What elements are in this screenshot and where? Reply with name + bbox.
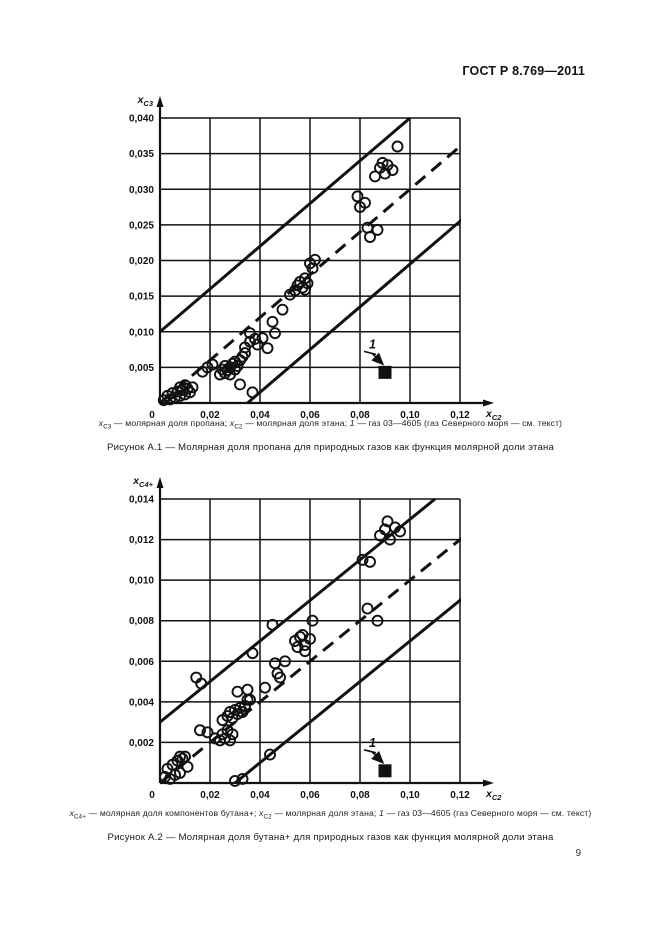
svg-text:0,12: 0,12 — [450, 410, 470, 421]
svg-text:xC2: xC2 — [485, 788, 502, 802]
svg-text:0,10: 0,10 — [400, 410, 420, 421]
svg-text:0,006: 0,006 — [129, 657, 154, 668]
svg-text:0,002: 0,002 — [129, 738, 154, 749]
svg-text:0,004: 0,004 — [129, 697, 154, 708]
figure-a1-chart: 0,0050,0100,0150,0200,0250,0300,0350,040… — [129, 95, 502, 422]
svg-text:0,04: 0,04 — [250, 790, 270, 801]
svg-text:0,08: 0,08 — [350, 410, 370, 421]
svg-text:0,010: 0,010 — [129, 576, 154, 587]
svg-text:0: 0 — [149, 410, 155, 421]
svg-text:0,012: 0,012 — [129, 535, 154, 546]
svg-text:0,005: 0,005 — [129, 363, 154, 374]
svg-text:0,02: 0,02 — [200, 410, 220, 421]
svg-text:0,06: 0,06 — [300, 790, 320, 801]
svg-text:0,025: 0,025 — [129, 220, 154, 231]
svg-text:xC4+: xC4+ — [132, 475, 153, 489]
document-header: ГОСТ Р 8.769—2011 — [462, 64, 585, 78]
svg-text:1: 1 — [369, 736, 376, 750]
svg-text:0,10: 0,10 — [400, 790, 420, 801]
svg-text:0,06: 0,06 — [300, 410, 320, 421]
svg-text:1: 1 — [369, 337, 376, 351]
svg-text:xC3: xC3 — [137, 95, 154, 108]
svg-text:0,035: 0,035 — [129, 149, 154, 160]
svg-text:0,008: 0,008 — [129, 616, 154, 627]
svg-text:0,04: 0,04 — [250, 410, 270, 421]
svg-text:0,040: 0,040 — [129, 114, 154, 125]
svg-text:0,020: 0,020 — [129, 256, 154, 267]
figure-a2-chart: 0,002 0,004 0,006 0,008 0,010 0,012 0,014 0 0,02… — [129, 475, 502, 802]
figure-a1-legend: xC3 — молярная доля пропана; xC2 — моляр… — [98, 418, 563, 431]
figure-a1-title: Рисунок А.1 — Молярная доля пропана для … — [106, 442, 555, 453]
figure-a2-legend: xC4+ — молярная доля компонентов бутана+… — [69, 808, 592, 821]
svg-text:0,015: 0,015 — [129, 292, 154, 303]
svg-text:xC2: xC2 — [485, 408, 502, 422]
page-number: 9 — [575, 848, 581, 859]
figure-a2-title: Рисунок А.2 — Молярная доля бутана+ для … — [107, 832, 554, 843]
svg-text:0,12: 0,12 — [450, 790, 470, 801]
svg-text:0,030: 0,030 — [129, 185, 154, 196]
svg-text:0,010: 0,010 — [129, 327, 154, 338]
svg-text:0,08: 0,08 — [350, 790, 370, 801]
svg-text:0,014: 0,014 — [129, 495, 154, 506]
svg-text:0,02: 0,02 — [200, 790, 220, 801]
svg-text:0: 0 — [149, 790, 155, 801]
